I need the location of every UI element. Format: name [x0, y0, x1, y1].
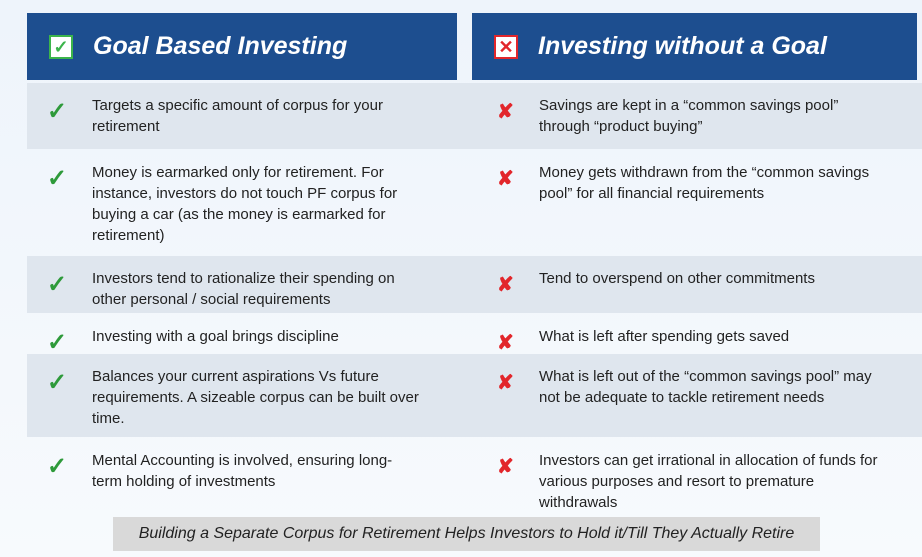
check-icon: ✓: [47, 165, 68, 192]
left-title: Goal Based Investing: [93, 32, 348, 60]
table-row: ✓ ✘ Investing with a goal brings disciplin…: [27, 314, 922, 356]
cross-icon: ✘: [497, 168, 514, 190]
cross-icon: ✘: [497, 332, 514, 354]
right-cell: Investors can get irrational in allocati…: [539, 452, 878, 511]
right-cell: Money gets withdrawn from the “common sa…: [539, 164, 870, 202]
left-cell: Money is earmarked only for retirement. …: [92, 164, 398, 244]
left-cell: Balances your current aspirations Vs fut…: [92, 368, 419, 427]
cross-icon: ✘: [497, 274, 514, 296]
check-icon: ✓: [49, 34, 73, 59]
right-cell: Savings are kept in a “common savings po…: [539, 97, 839, 135]
left-cell: Targets a specific amount of corpus for …: [92, 97, 383, 135]
table-row: ✓ ✘ Targets a specific amount of corpus fo…: [27, 83, 922, 149]
check-icon: ✓: [47, 329, 68, 356]
cross-icon: ✘: [497, 101, 514, 123]
left-cell: Investing with a goal brings discipline: [92, 328, 339, 345]
check-icon: ✓: [47, 98, 68, 125]
check-icon: ✓: [47, 271, 68, 298]
right-title: Investing without a Goal: [538, 32, 827, 60]
right-cell: Tend to overspend on other commitments: [539, 270, 815, 287]
left-cell: Investors tend to rationalize their spen…: [92, 270, 395, 308]
check-icon: ✓: [47, 369, 68, 396]
right-header: ✕ Investing without a Goal: [472, 13, 917, 80]
table-row: ✓ ✘ Investors tend to rationalize their sp…: [27, 256, 922, 313]
right-cell: What is left after spending gets saved: [539, 328, 790, 345]
cross-icon: ✕: [494, 34, 518, 59]
left-cell: Mental Accounting is involved, ensuring …: [92, 452, 393, 490]
cross-icon: ✘: [497, 372, 514, 394]
footer: Building a Separate Corpus for Retiremen…: [113, 517, 820, 551]
left-header: ✓ Goal Based Investing: [27, 13, 457, 80]
check-icon: ✓: [47, 453, 68, 480]
table-row: ✓ ✘ Money is earmarked only for retirement…: [27, 150, 922, 255]
cross-icon: ✘: [497, 456, 514, 478]
table-row: ✓ ✘ Mental Accounting is involved, ensurin…: [27, 438, 922, 516]
right-cell: What is left out of the “common savings …: [539, 368, 872, 406]
table-row: ✓ ✘ Balances your current aspirations Vs f…: [27, 354, 922, 437]
